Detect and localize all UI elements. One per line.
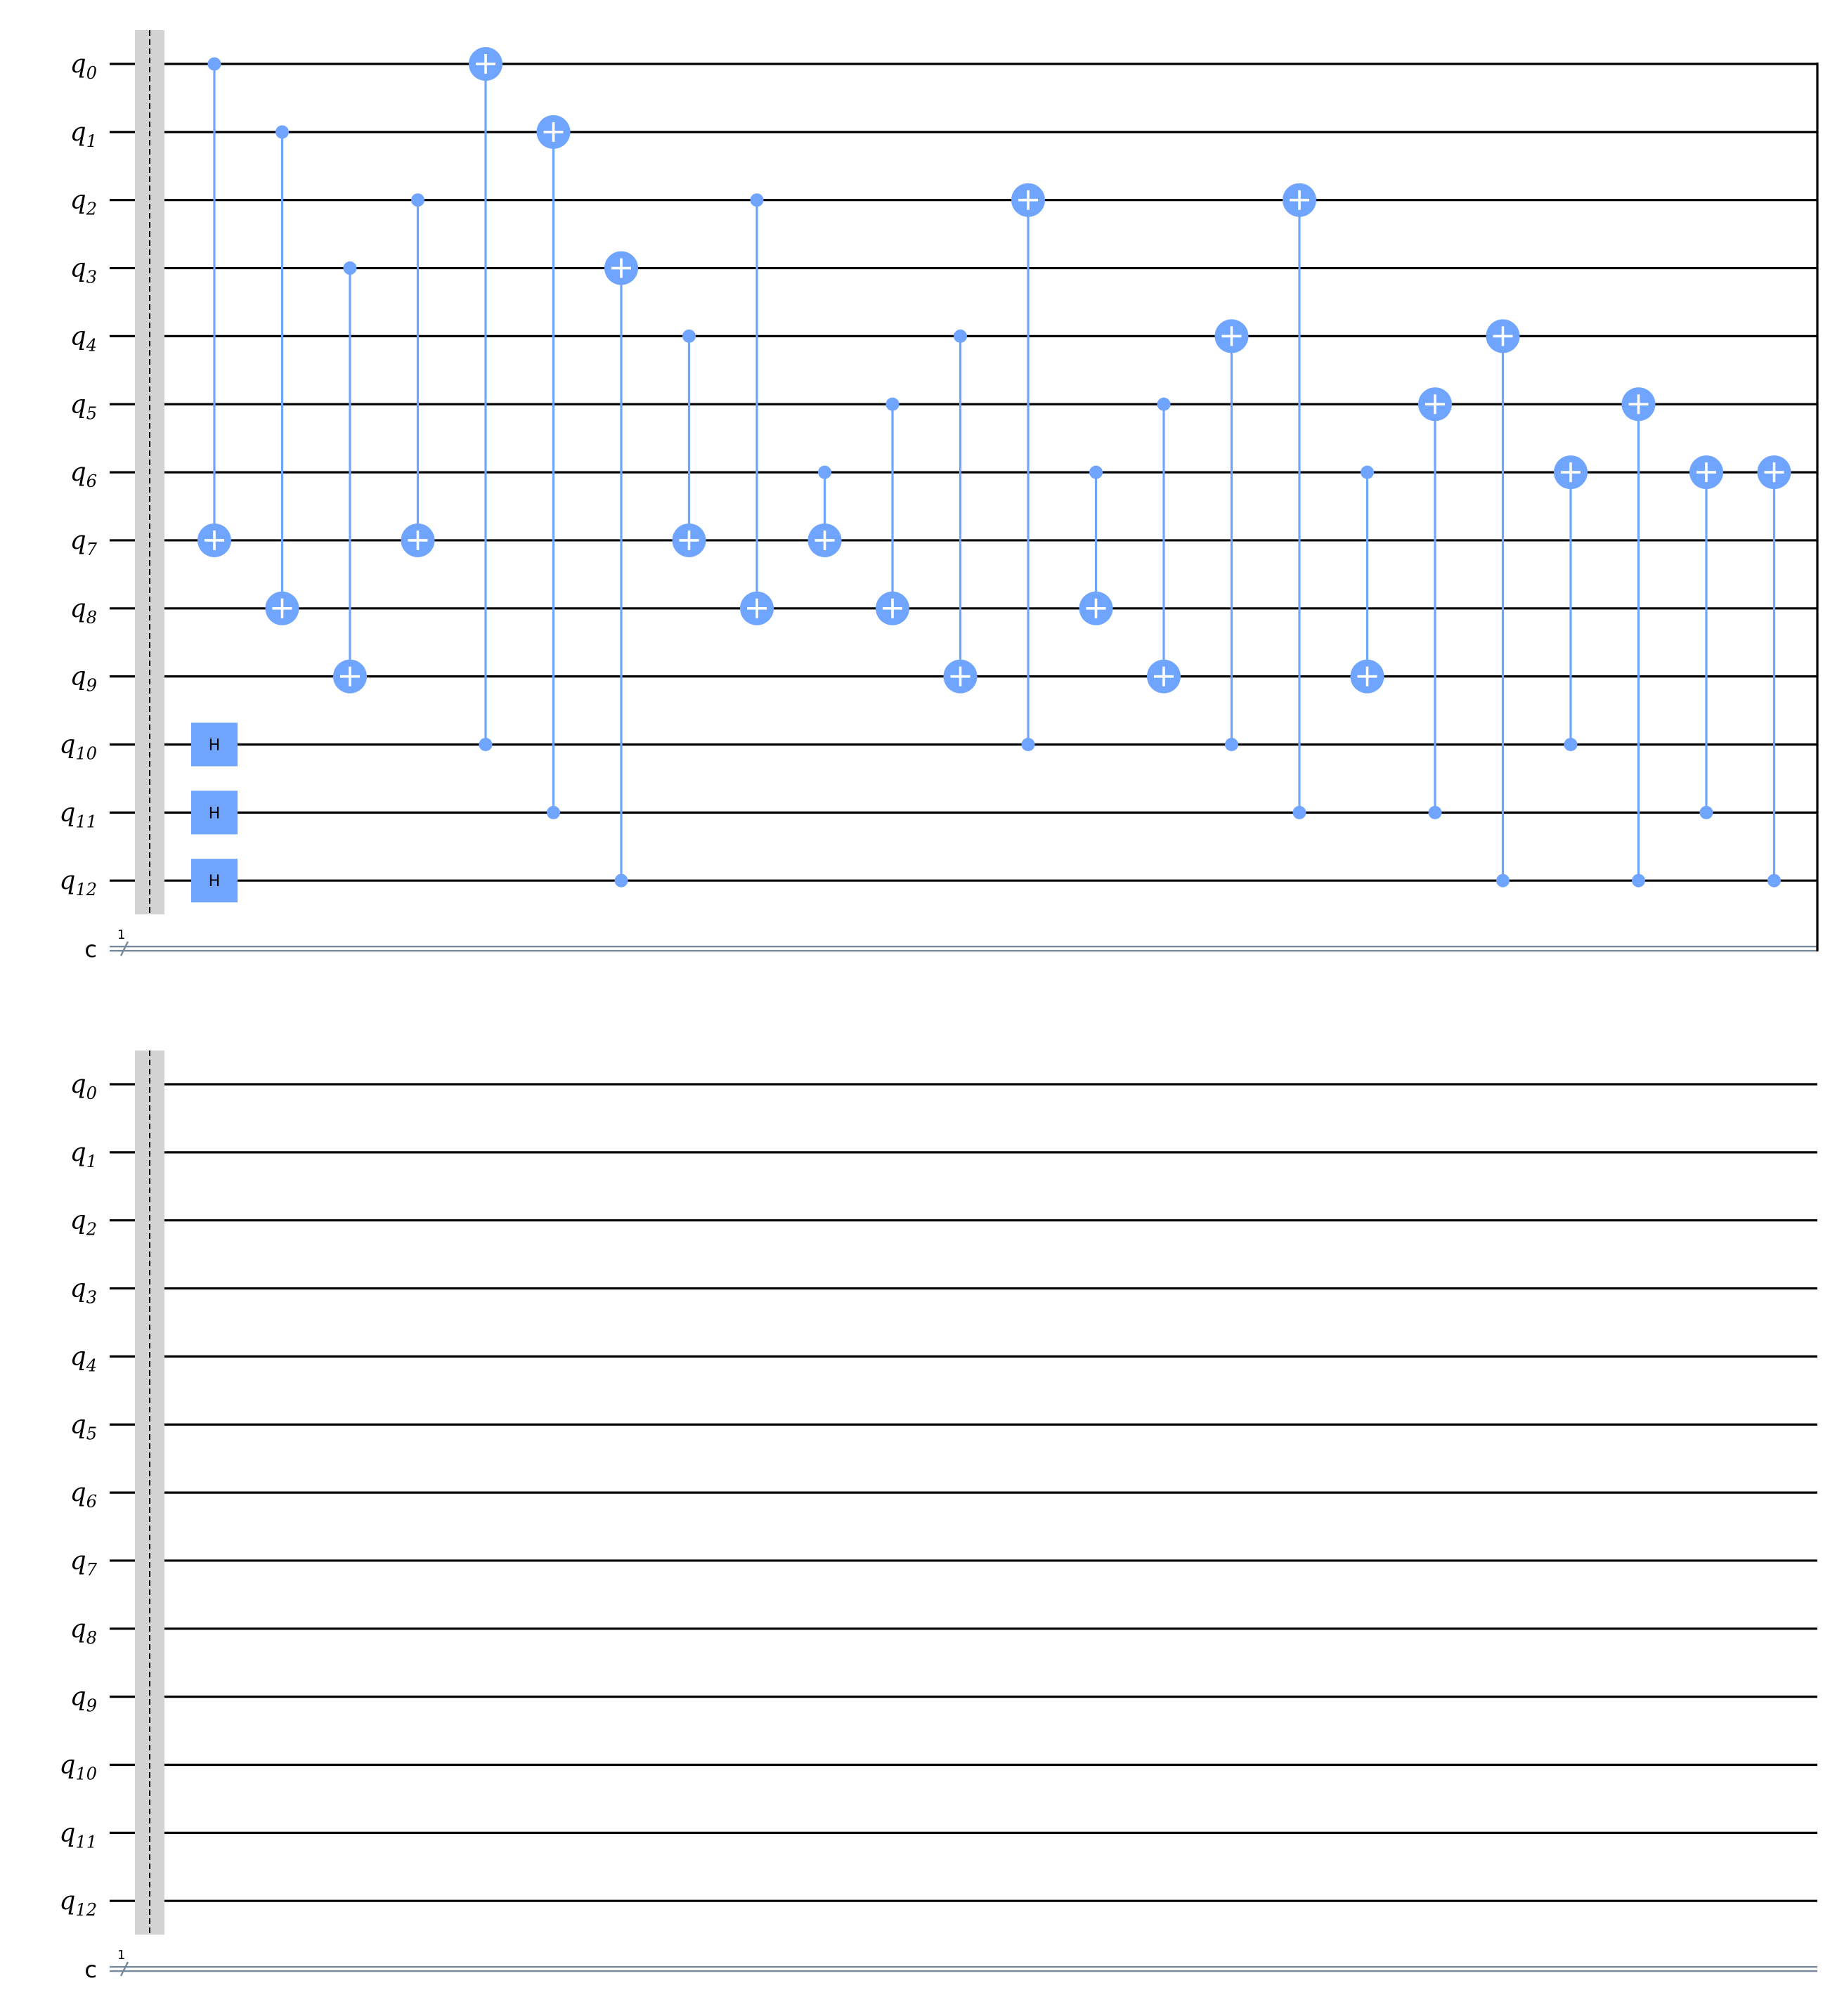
cx-gate — [740, 193, 774, 625]
qubit-label-q11: q11 — [59, 798, 97, 831]
cx-gate — [265, 125, 299, 625]
classical-register-label: c — [84, 936, 97, 963]
cx-gate — [1689, 455, 1723, 819]
cx-control-dot — [1157, 397, 1171, 411]
cx-control-dot — [954, 329, 967, 343]
classical-register-size: 1 — [117, 1948, 125, 1963]
cx-gate — [807, 465, 842, 557]
classical-bundle-slash — [119, 941, 129, 956]
qubit-label-q2: q2 — [70, 1207, 97, 1240]
cx-gate — [1214, 319, 1249, 751]
cx-control-dot — [1632, 873, 1645, 887]
cx-control-dot — [1496, 873, 1510, 887]
classical-register-size: 1 — [117, 928, 125, 942]
cx-gate — [1621, 387, 1656, 887]
cx-control-dot — [614, 873, 628, 887]
qubit-label-q4: q4 — [70, 322, 97, 355]
cx-control-dot — [275, 125, 289, 139]
cx-gate — [1418, 387, 1452, 819]
h-gate: H — [191, 859, 238, 903]
cx-gate — [943, 329, 978, 694]
h-gate-box — [191, 859, 238, 903]
cx-gate — [197, 57, 231, 557]
cx-control-dot — [1699, 805, 1713, 819]
cx-control-dot — [411, 193, 424, 207]
qubit-label-q11: q11 — [59, 1819, 97, 1852]
cx-control-dot — [818, 465, 831, 479]
cx-gate — [672, 329, 706, 557]
qubit-label-q2: q2 — [70, 186, 97, 219]
panel-1: q0 q1 q2 q3 q4 q5 q6 q7 q8 q9 q10 q11 q12 c 1 H H H — [59, 30, 1819, 963]
h-gate-label: H — [209, 805, 221, 822]
cx-gate — [401, 193, 435, 557]
cx-control-dot — [1564, 738, 1578, 751]
qubit-label-q8: q8 — [70, 1615, 97, 1648]
cx-gate — [469, 47, 502, 751]
cx-control-dot — [343, 261, 357, 275]
cx-control-dot — [1767, 873, 1781, 887]
cx-gate — [1011, 183, 1045, 751]
qubit-label-q5: q5 — [70, 1410, 97, 1443]
classical-bundle-slash — [119, 1961, 129, 1977]
cx-gate — [1283, 183, 1316, 819]
cx-control-dot — [207, 57, 221, 71]
h-gate-label: H — [209, 737, 221, 755]
cx-control-dot — [1021, 738, 1035, 751]
cx-gate — [536, 115, 571, 819]
h-gate-box — [191, 791, 238, 835]
h-gate-label: H — [209, 873, 221, 890]
qubit-label-q7: q7 — [70, 1547, 98, 1580]
cx-gate — [876, 397, 909, 625]
qubit-label-q4: q4 — [70, 1342, 97, 1375]
cx-control-dot — [885, 397, 900, 411]
cx-gate — [333, 261, 367, 694]
panel-2: q0 q1 q2 q3 q4 q5 q6 q7 q8 q9 q10 q11 q12 c 1 — [59, 1051, 1817, 1983]
cx-control-dot — [1225, 738, 1238, 751]
h-gate: H — [191, 722, 238, 767]
qubit-label-q7: q7 — [70, 526, 98, 559]
qubit-label-q6: q6 — [70, 458, 97, 491]
qubit-label-q3: q3 — [70, 1275, 97, 1308]
cx-control-dot — [1292, 805, 1306, 819]
qubit-label-q3: q3 — [70, 254, 97, 287]
h-gate-box — [191, 722, 238, 767]
qubit-label-q6: q6 — [70, 1478, 97, 1511]
cx-gate — [604, 251, 638, 887]
qubit-label-q1: q1 — [70, 1138, 97, 1171]
cx-gate — [1147, 397, 1181, 694]
cx-gate — [1757, 455, 1791, 887]
cx-control-dot — [547, 805, 560, 819]
qubit-label-q0: q0 — [70, 50, 97, 83]
cx-control-dot — [750, 193, 764, 207]
cx-control-dot — [1089, 465, 1103, 479]
cx-control-dot — [682, 329, 696, 343]
qubit-label-q10: q10 — [59, 731, 97, 764]
qubit-label-q9: q9 — [70, 1683, 97, 1716]
qubit-label-q10: q10 — [59, 1751, 97, 1784]
cx-control-dot — [479, 738, 493, 751]
cx-gate — [1486, 319, 1520, 887]
cx-control-dot — [1428, 805, 1442, 819]
cx-gate — [1079, 465, 1113, 625]
qubit-label-q8: q8 — [70, 594, 97, 627]
qubit-label-q1: q1 — [70, 118, 97, 151]
classical-register-label: c — [84, 1956, 97, 1983]
cx-gate — [1350, 465, 1384, 694]
qubit-label-q12: q12 — [59, 1887, 97, 1920]
qubit-label-q5: q5 — [70, 390, 97, 423]
h-gate: H — [191, 791, 238, 835]
qubit-label-q12: q12 — [59, 866, 97, 899]
qubit-label-q9: q9 — [70, 663, 97, 696]
qubit-label-q0: q0 — [70, 1070, 97, 1103]
cx-control-dot — [1361, 465, 1374, 479]
cx-gate — [1554, 455, 1588, 751]
